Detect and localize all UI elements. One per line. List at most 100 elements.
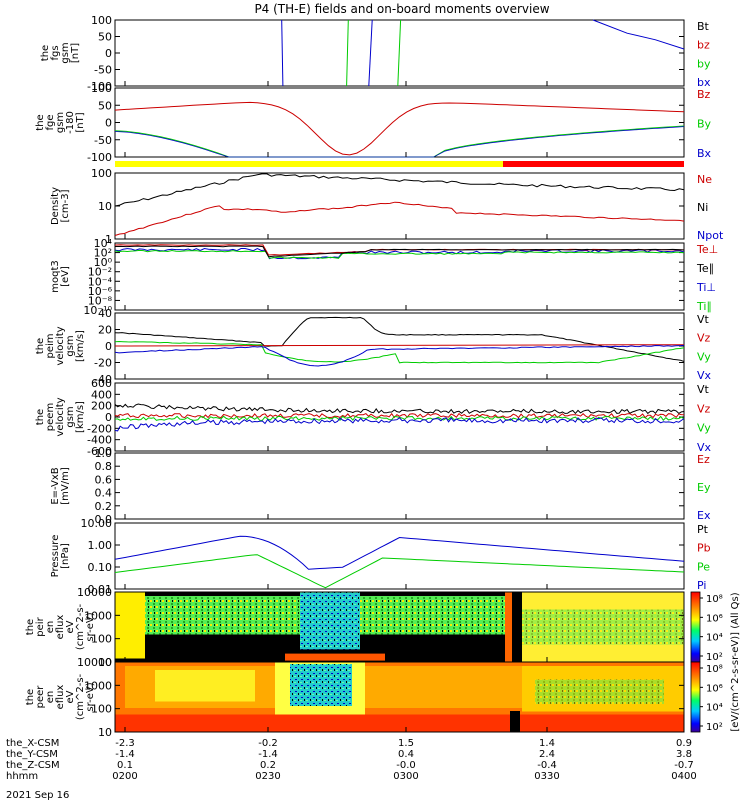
legend-temp-Ti∥: Ti∥ <box>696 300 712 313</box>
x-row-value: 0200 <box>112 771 137 782</box>
spec-green-right <box>360 596 505 635</box>
y-tick-label: 100 <box>91 633 112 646</box>
trace-vy <box>114 340 685 364</box>
panel-peir: 10000 1000 100 10 the peir en eflux eV (cm^2-s-sr… <box>25 586 685 669</box>
y-tick-label: 10 <box>98 726 112 739</box>
trace-ne <box>114 201 685 236</box>
y-axis-label: moqt3 <box>50 260 61 293</box>
x-row-value: 0400 <box>671 771 696 782</box>
y-tick-label: -50 <box>94 134 112 147</box>
trace-vt <box>114 403 685 415</box>
y-tick-label: 50 <box>98 31 112 44</box>
y-tick-label: 1.00 <box>88 539 113 552</box>
y-tick-label: 10000 <box>77 656 112 669</box>
y-axis-label: eV <box>65 620 76 633</box>
y-tick-label: 10⁴ <box>94 237 113 250</box>
x-row-value: 0330 <box>534 771 559 782</box>
y-axis-label: peer <box>35 685 46 709</box>
y-tick-label: -200 <box>87 422 112 435</box>
panel-frame <box>114 87 685 158</box>
y-tick-label: 100 <box>91 167 112 180</box>
legend-fgs-by: by <box>697 57 711 70</box>
y-tick-label: -50 <box>94 64 112 77</box>
legend-density-Ni: Ni <box>697 201 708 214</box>
legend-efield-Ez: Ez <box>697 453 710 466</box>
colorbar-tick-label: 10⁴ <box>706 703 723 714</box>
panel-fge: 100 50 0 -50 -100 the fge gsm -180 [nT] Bz By Bx <box>35 82 712 164</box>
y-axis-label: [nT] <box>75 112 86 132</box>
spec-left-yellow <box>115 592 145 659</box>
y-tick-label: -600 <box>87 445 112 458</box>
panel-pressure: 10.00 1.00 0.10 0.01 Pressure [nPa] Pt Pb Pe Pi <box>50 517 711 596</box>
y-tick-label: 1000 <box>84 609 112 622</box>
y-axis-label: the <box>25 689 36 705</box>
y-tick-label: -100 <box>87 151 112 164</box>
y-axis-label: sr-eV) <box>85 682 96 711</box>
legend-efield-Ey: Ey <box>697 481 711 494</box>
colorbar-tick-label: 10⁸ <box>706 664 723 675</box>
spec-cyan-core <box>300 592 360 650</box>
y-tick-label: 1.0 <box>95 447 113 460</box>
y-axis-label: sr-eV) <box>85 612 96 641</box>
y-tick-label: 10⁻⁸ <box>88 294 113 307</box>
panel-frame <box>114 522 685 590</box>
x-row-value: 2.4 <box>539 749 555 760</box>
panel-fgs: 100 50 0 -50 -100 the fgs gsm [nT] Bt bz by bx <box>40 14 711 93</box>
trace-ni <box>114 173 685 207</box>
legend-peim-Vt: Vt <box>697 313 710 326</box>
legend-fgs-bx: bx <box>697 76 711 89</box>
y-axis-label: [nT] <box>70 43 81 63</box>
panel-peim: 40 20 0 -20 -40 the peim velocity gsm [km/s] Vt Vz V… <box>35 307 712 386</box>
figure-title: P4 (TH-E) fields and on-board moments ov… <box>254 2 549 16</box>
x-row-value: 1.5 <box>398 738 414 749</box>
trace-by-a <box>346 19 349 87</box>
x-row-value: -1.4 <box>258 749 278 760</box>
spec-cyan-core <box>290 664 352 706</box>
y-tick-label: 0.4 <box>95 487 113 500</box>
trace-ti-perp <box>114 247 685 260</box>
y-tick-label: 10⁻⁶ <box>88 285 113 298</box>
colorbar-tick-label: 10⁸ <box>706 594 723 605</box>
legend-pressure-Pt: Pt <box>697 523 709 536</box>
y-axis-label: [eV] <box>60 266 71 287</box>
x-row-value: 0300 <box>393 771 418 782</box>
y-axis-label: fge <box>45 114 56 130</box>
x-axis-annotation: the_X-CSM -2.3 -0.2 1.5 1.4 0.9 the_Y-CSM -1.4 -… <box>6 81 697 782</box>
y-axis-label: the <box>25 619 36 635</box>
y-axis-label: Pressure <box>50 535 61 578</box>
y-axis-label: [mV/m] <box>60 467 71 505</box>
trace-vx <box>114 417 685 432</box>
trace-bx-end <box>592 19 685 50</box>
legend-pressure-Pe: Pe <box>697 560 710 573</box>
legend-fge-Bx: Bx <box>697 147 712 160</box>
trace-bx-b <box>368 19 373 87</box>
y-tick-label: 1000 <box>84 679 112 692</box>
colorbar-tick-label: 10⁶ <box>706 613 723 624</box>
y-tick-label: 0 <box>105 340 112 353</box>
x-row-value: 0.4 <box>398 749 414 760</box>
legend-peem-Vt: Vt <box>697 383 710 396</box>
y-tick-label: 10⁻⁴ <box>88 275 113 288</box>
y-tick-label: 0.2 <box>95 500 113 513</box>
y-axis-label: gsm <box>65 335 76 356</box>
legend-peim-Vx: Vx <box>697 369 712 382</box>
y-axis-label: (cm^2-s- <box>75 673 86 720</box>
legend-density-Ne: Ne <box>697 173 712 186</box>
y-tick-label: -40 <box>94 373 112 386</box>
y-tick-label: -100 <box>87 80 112 93</box>
x-row-label: the_Y-CSM <box>6 749 58 760</box>
trace-pi <box>114 535 685 570</box>
colorbar-2 <box>690 661 701 733</box>
colorbar-tick-label: 10² <box>706 652 723 663</box>
legend-temp-Ti⊥: Ti⊥ <box>696 281 716 294</box>
y-axis-label: the <box>35 409 46 425</box>
colorbar-tick-label: 10⁴ <box>706 633 723 644</box>
y-axis-label: gsm <box>55 112 66 133</box>
x-row-value: 1.4 <box>539 738 555 749</box>
y-axis-label: eflux <box>55 615 66 640</box>
y-axis-label: peem <box>45 403 56 431</box>
legend-fgs-Bt: Bt <box>697 20 710 33</box>
legend-pressure-Pi: Pi <box>697 579 706 592</box>
